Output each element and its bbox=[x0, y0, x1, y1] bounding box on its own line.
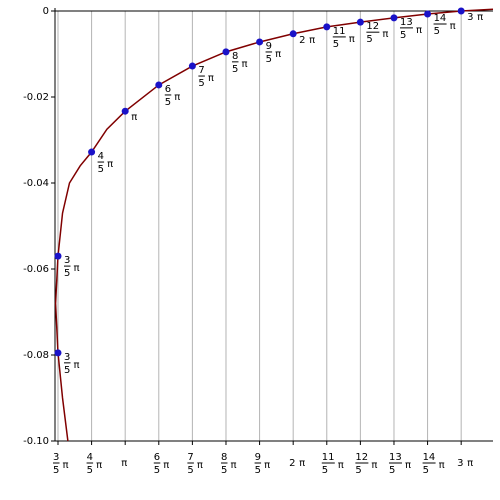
point-label-coef: 2 bbox=[299, 35, 305, 46]
x-tick-label-unit: π bbox=[96, 460, 102, 471]
x-tick-label-num: 7 bbox=[187, 452, 193, 463]
x-tick-label-unit: π bbox=[405, 460, 411, 471]
x-tick-label-den: 5 bbox=[389, 465, 395, 476]
point-label-coef: 3 bbox=[467, 12, 473, 23]
data-point bbox=[222, 48, 230, 56]
data-point bbox=[88, 148, 96, 156]
y-tick-label: -0.02 bbox=[23, 92, 49, 103]
data-point bbox=[289, 30, 297, 38]
point-label-den: 5 bbox=[366, 34, 372, 45]
point-label-unit: π bbox=[450, 21, 456, 32]
x-tick-label-unit: π bbox=[62, 460, 68, 471]
point-label-den: 5 bbox=[266, 54, 272, 65]
point-label-unit: π bbox=[416, 25, 422, 36]
point-label-num: 3 bbox=[64, 255, 70, 266]
x-tick-label-num: 12 bbox=[355, 452, 368, 463]
point-label-unit: π bbox=[275, 49, 281, 60]
point-label-unit: π bbox=[477, 12, 483, 23]
x-tick-label-num: 6 bbox=[154, 452, 160, 463]
point-label-num: 6 bbox=[165, 84, 171, 95]
point-label-unit: π bbox=[73, 263, 79, 274]
x-tick-label-coef: 2 bbox=[289, 458, 295, 469]
point-label-num: 8 bbox=[232, 51, 238, 62]
x-tick-label-den: 5 bbox=[221, 465, 227, 476]
point-label-unit: π bbox=[73, 360, 79, 371]
point-label-den: 5 bbox=[165, 97, 171, 108]
point-label-num: 13 bbox=[400, 17, 413, 28]
point-label-unit: π bbox=[349, 34, 355, 45]
point-label-den: 5 bbox=[64, 365, 70, 376]
point-label-num: 14 bbox=[434, 13, 447, 24]
y-tick-label: -0.08 bbox=[23, 350, 49, 361]
point-label-unit: π bbox=[241, 59, 247, 70]
point-label-den: 5 bbox=[64, 268, 70, 279]
x-tick-label-den: 5 bbox=[53, 465, 59, 476]
point-label-num: 3 bbox=[64, 352, 70, 363]
x-tick-label-num: 4 bbox=[87, 452, 93, 463]
x-tick-label-den: 5 bbox=[255, 465, 261, 476]
point-label-den: 5 bbox=[400, 30, 406, 41]
point-label-den: 5 bbox=[198, 78, 204, 89]
point-label-num: 12 bbox=[366, 21, 379, 32]
x-tick-label-num: 13 bbox=[389, 452, 402, 463]
x-tick-label-unit: π bbox=[467, 458, 473, 469]
x-tick-label-num: 11 bbox=[322, 452, 335, 463]
y-tick-label: -0.06 bbox=[23, 264, 49, 275]
x-tick-label-den: 5 bbox=[423, 465, 429, 476]
data-point bbox=[188, 62, 196, 70]
point-label-unit: π bbox=[107, 159, 113, 170]
data-point bbox=[390, 14, 398, 22]
point-label-den: 5 bbox=[434, 26, 440, 37]
point-label-unit: π bbox=[174, 92, 180, 103]
data-point bbox=[155, 81, 163, 89]
data-point bbox=[323, 23, 331, 31]
y-tick-label: 0 bbox=[43, 6, 49, 17]
x-tick-label-unit: π bbox=[121, 458, 127, 469]
point-label-den: 5 bbox=[232, 64, 238, 75]
x-tick-label-den: 5 bbox=[87, 465, 93, 476]
point-label-num: 11 bbox=[333, 26, 346, 37]
point-label-num: 9 bbox=[266, 41, 272, 52]
x-tick-label-unit: π bbox=[439, 460, 445, 471]
data-point bbox=[457, 7, 465, 15]
x-tick-label-num: 14 bbox=[423, 452, 436, 463]
point-label-unit: π bbox=[382, 29, 388, 40]
y-tick-label: -0.04 bbox=[23, 178, 49, 189]
x-tick-label-unit: π bbox=[264, 460, 270, 471]
point-label-unit: π bbox=[309, 35, 315, 46]
x-tick-label-num: 3 bbox=[53, 452, 59, 463]
point-label-unit: π bbox=[131, 112, 137, 123]
data-point bbox=[54, 349, 62, 357]
x-tick-label-unit: π bbox=[371, 460, 377, 471]
data-point bbox=[356, 18, 364, 26]
x-tick-label-unit: π bbox=[230, 460, 236, 471]
point-label-unit: π bbox=[208, 73, 214, 84]
curve bbox=[54, 8, 494, 442]
x-tick-label-unit: π bbox=[163, 460, 169, 471]
point-label-num: 7 bbox=[198, 65, 204, 76]
x-tick-label-coef: 3 bbox=[457, 458, 463, 469]
x-tick-label-den: 5 bbox=[154, 465, 160, 476]
x-tick-label-unit: π bbox=[299, 458, 305, 469]
data-point bbox=[424, 10, 432, 18]
x-tick-label-den: 5 bbox=[355, 465, 361, 476]
x-tick-label-unit: π bbox=[338, 460, 344, 471]
x-tick-label-num: 8 bbox=[221, 452, 227, 463]
x-tick-label-num: 9 bbox=[255, 452, 261, 463]
y-tick-label: -0.10 bbox=[23, 436, 49, 447]
point-label-den: 5 bbox=[98, 164, 104, 175]
x-tick-label-unit: π bbox=[197, 460, 203, 471]
data-point bbox=[54, 252, 62, 260]
data-point bbox=[256, 38, 264, 46]
point-label-den: 5 bbox=[333, 39, 339, 50]
point-label-num: 4 bbox=[98, 151, 104, 162]
data-point bbox=[121, 107, 129, 115]
x-tick-label-den: 5 bbox=[322, 465, 328, 476]
x-tick-label-den: 5 bbox=[187, 465, 193, 476]
